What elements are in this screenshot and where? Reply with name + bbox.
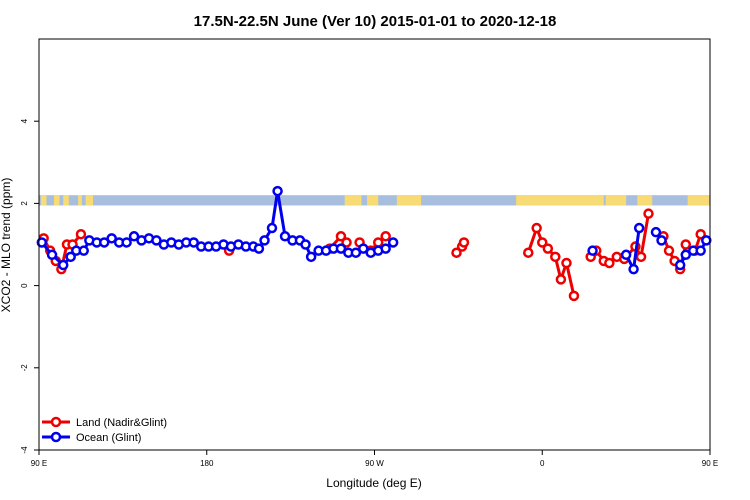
ocean-point xyxy=(701,235,712,246)
ocean-point xyxy=(121,237,132,248)
ocean-point xyxy=(36,237,48,248)
land-point xyxy=(458,237,470,248)
ocean-point xyxy=(695,245,706,256)
land-point xyxy=(680,239,692,250)
land-point xyxy=(550,251,561,263)
series-ocean xyxy=(36,185,712,275)
chart-title: 17.5N-22.5N June (Ver 10) 2015-01-01 to … xyxy=(194,13,557,30)
ocean-point xyxy=(259,235,270,246)
land-point xyxy=(695,228,706,240)
ocean-point xyxy=(78,245,89,256)
series-lines xyxy=(36,185,712,302)
land-point xyxy=(604,257,615,269)
y-tick-label: 4 xyxy=(20,118,29,123)
land-band-segment xyxy=(63,195,69,206)
ocean-point xyxy=(633,222,645,234)
land-point xyxy=(568,290,580,302)
land-band-segment xyxy=(40,195,47,206)
ocean-point xyxy=(46,249,58,261)
land-point xyxy=(451,247,462,258)
legend-land-label: Land (Nadir&Glint) xyxy=(76,417,167,429)
land-line-segment xyxy=(639,212,650,259)
ocean-line-segment xyxy=(270,189,280,230)
land-point xyxy=(372,237,384,248)
ocean-point xyxy=(106,233,117,244)
ocean-point xyxy=(65,251,76,263)
ocean-point xyxy=(305,251,317,263)
land-point xyxy=(561,257,572,269)
land-point xyxy=(523,247,534,258)
land-point xyxy=(537,237,548,248)
y-tick-label: 2 xyxy=(20,201,29,206)
ocean-point xyxy=(188,237,199,248)
ocean-point xyxy=(128,231,140,242)
ocean-point xyxy=(656,235,667,246)
y-tick-label: 0 xyxy=(20,283,29,288)
x-tick-label: 90 W xyxy=(365,459,384,468)
legend: Land (Nadir&Glint) Ocean (Glint) xyxy=(42,416,167,444)
land-band-segment xyxy=(605,195,627,206)
land-band-segment xyxy=(78,195,82,206)
ocean-point xyxy=(628,263,639,275)
y-axis-label: XCO2 - MLO trend (ppm) xyxy=(0,178,13,313)
land-mask-band xyxy=(39,195,710,206)
plot-frame xyxy=(38,38,711,451)
land-point xyxy=(380,231,391,242)
ocean-point xyxy=(300,239,311,250)
ocean-point xyxy=(266,222,278,234)
ocean-point xyxy=(387,237,399,248)
ocean-point xyxy=(272,185,283,197)
ocean-point xyxy=(151,235,162,246)
land-point xyxy=(635,251,647,263)
ocean-point xyxy=(620,249,632,261)
x-tick-label: 180 xyxy=(200,459,214,468)
ocean-line-segment xyxy=(276,189,287,238)
y-tick-label: -4 xyxy=(20,446,29,454)
ocean-point xyxy=(650,226,662,238)
ocean-point xyxy=(335,243,347,254)
ocean-point xyxy=(279,231,291,242)
land-point xyxy=(335,231,347,242)
ocean-point xyxy=(674,259,686,271)
legend-land-marker xyxy=(50,416,62,428)
x-tick-label: 90 E xyxy=(31,459,47,468)
land-band-segment xyxy=(396,195,422,206)
land-band-segment xyxy=(687,195,710,206)
land-band-segment xyxy=(344,195,362,206)
land-line-segment xyxy=(564,261,576,298)
ocean-point xyxy=(350,247,362,258)
ocean-point xyxy=(98,237,110,248)
land-point xyxy=(663,245,675,256)
land-point xyxy=(531,222,542,234)
land-band-segment xyxy=(367,195,379,206)
land-point xyxy=(643,208,654,219)
ocean-line-segment xyxy=(632,226,641,271)
y-tick-label: -2 xyxy=(20,364,29,372)
x-tick-label: 0 xyxy=(540,459,545,468)
land-band-segment xyxy=(85,195,94,206)
ocean-point xyxy=(587,245,598,256)
ocean-point xyxy=(358,243,369,254)
land-band-segment xyxy=(53,195,60,206)
x-axis-label: Longitude (deg E) xyxy=(326,476,421,490)
x-tick-label: 90 E xyxy=(702,459,718,468)
land-point xyxy=(341,237,352,248)
ocean-point xyxy=(680,249,692,261)
land-point xyxy=(542,243,554,254)
ocean-point xyxy=(57,259,69,271)
legend-ocean-label: Ocean (Glint) xyxy=(76,432,141,444)
legend-ocean-marker xyxy=(50,431,62,443)
land-point xyxy=(555,274,567,285)
ocean-point xyxy=(253,243,265,254)
land-band-segment xyxy=(637,195,653,206)
land-band-segment xyxy=(516,195,604,206)
land-point xyxy=(75,228,87,240)
ocean-point xyxy=(380,243,391,254)
